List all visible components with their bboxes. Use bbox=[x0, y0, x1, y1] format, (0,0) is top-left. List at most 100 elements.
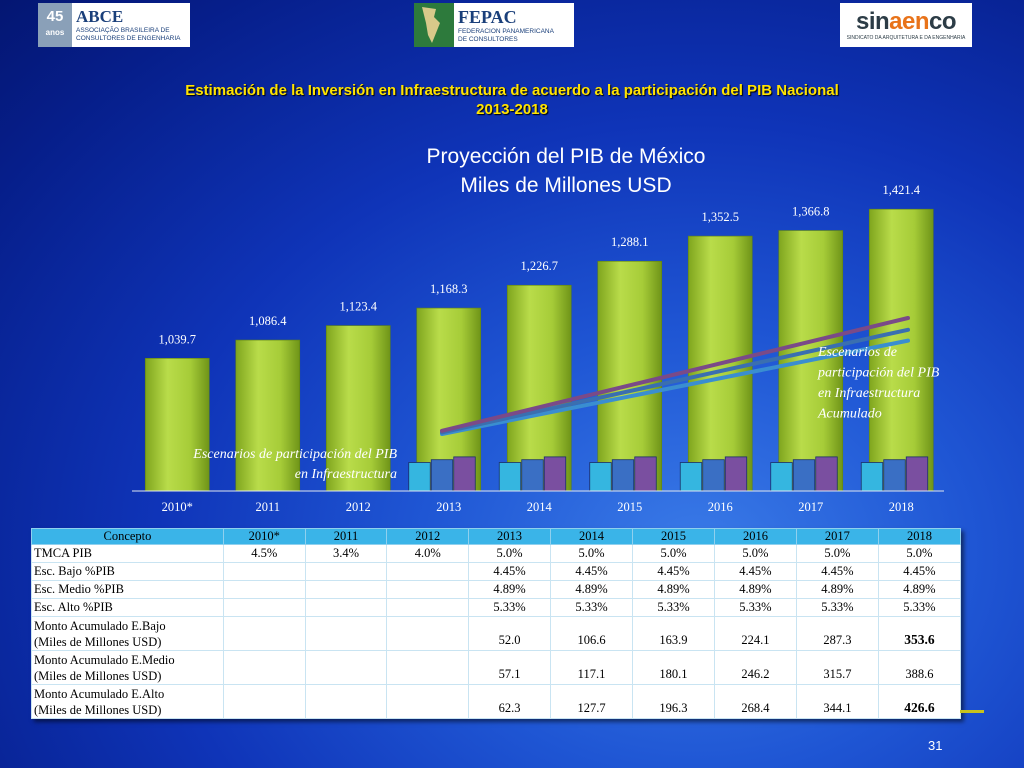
scenario-bar-2015-1 bbox=[611, 459, 635, 492]
table-cell: 5.0% bbox=[877, 544, 962, 563]
table-cell: 246.2 bbox=[713, 650, 797, 685]
row-label: Monto Acumulado E.Bajo (Miles de Millones… bbox=[31, 616, 224, 651]
table-header-7: 2016 bbox=[713, 528, 797, 545]
table-cell: 224.1 bbox=[713, 616, 797, 651]
table-cell bbox=[304, 562, 388, 581]
table-cell: 5.33% bbox=[795, 598, 879, 617]
table-cell bbox=[304, 580, 388, 599]
value-label-2017: 1,366.8 bbox=[792, 205, 830, 219]
table-cell: 52.0 bbox=[468, 616, 552, 651]
table-cell-empty bbox=[222, 616, 306, 651]
scenario-bar-2017-2 bbox=[815, 456, 838, 492]
row-label: Monto Acumulado E.Alto (Miles de Millones… bbox=[31, 684, 224, 719]
sinaenco-sub: SINDICATO DA ARQUITETURA E DA ENGENHARIA bbox=[846, 35, 966, 41]
annotation-right-line: participación del PIB bbox=[817, 366, 940, 381]
table-cell: 4.45% bbox=[632, 562, 715, 581]
scenario-bar-2017-0 bbox=[770, 462, 793, 492]
slide-title-line2: 2013-2018 bbox=[476, 101, 548, 118]
table-cell: 5.0% bbox=[713, 544, 797, 563]
table-header-8: 2017 bbox=[795, 528, 879, 545]
value-label-2010*: 1,039.7 bbox=[159, 332, 197, 346]
table-row-monto: Monto Acumulado E.Alto (Miles de Millones… bbox=[31, 684, 962, 719]
table-cell bbox=[222, 580, 306, 599]
sinaenco-logo: sinaenco SINDICATO DA ARQUITETURA E DA E… bbox=[840, 3, 972, 47]
scenario-bar-2017-1 bbox=[792, 459, 816, 492]
scenario-bar-2014-2 bbox=[543, 456, 567, 492]
sinaenco-name: sinaenco bbox=[856, 9, 957, 35]
decorative-line bbox=[960, 710, 984, 713]
value-label-2012: 1,123.4 bbox=[340, 300, 378, 314]
abce-name: ABCE bbox=[76, 7, 124, 26]
table-cell: 5.33% bbox=[550, 598, 633, 617]
table-cell bbox=[222, 598, 306, 617]
x-tick-2012: 2012 bbox=[346, 500, 371, 514]
table-header-3: 2012 bbox=[386, 528, 470, 545]
table-cell bbox=[304, 598, 388, 617]
table-header-1: 2010* bbox=[222, 528, 306, 545]
fepac-logo: FEPAC FEDERACION PANAMERICANA DE CONSULT… bbox=[414, 3, 574, 47]
abce-logo: 45 anos ABCE ASSOCIAÇÃO BRASILEIRA DE CO… bbox=[38, 3, 190, 47]
row-label-line2: (Miles de Millones USD) bbox=[34, 702, 162, 717]
value-label-2016: 1,352.5 bbox=[702, 210, 740, 224]
annotation-right-line: en Infraestructura bbox=[818, 386, 920, 401]
abce-mark-sub: anos bbox=[45, 28, 65, 37]
table-cell: 4.45% bbox=[713, 562, 797, 581]
value-label-2013: 1,168.3 bbox=[430, 282, 468, 296]
scenario-bar-2015-2 bbox=[634, 456, 657, 492]
table-cell: 5.0% bbox=[550, 544, 633, 563]
scenario-bar-2014-1 bbox=[521, 459, 544, 492]
scenario-bar-2013-2 bbox=[453, 456, 476, 492]
table-cell bbox=[386, 562, 470, 581]
pib-bar-2012 bbox=[325, 325, 391, 492]
cumulative-line-2 bbox=[440, 316, 910, 433]
table-cell bbox=[386, 580, 470, 599]
pib-bar-2011 bbox=[235, 339, 301, 492]
table-cell: 268.4 bbox=[713, 684, 797, 719]
table-cell: 3.4% bbox=[304, 544, 388, 563]
row-label-line1: Monto Acumulado E.Alto bbox=[34, 686, 165, 701]
table-cell-empty bbox=[222, 650, 306, 685]
scenario-bar-2018-0 bbox=[860, 462, 884, 492]
annotation-left-line: en Infraestructura bbox=[295, 467, 397, 482]
table-cell: 5.0% bbox=[795, 544, 879, 563]
table-cell: 5.33% bbox=[632, 598, 715, 617]
table-header-9: 2018 bbox=[877, 528, 962, 545]
scenario-bar-2018-1 bbox=[883, 459, 906, 492]
table-cell: 5.33% bbox=[713, 598, 797, 617]
table-cell-empty bbox=[304, 616, 388, 651]
scenario-bar-2016-0 bbox=[679, 462, 703, 492]
annotation-left-line: Escenarios de participación del PIB bbox=[192, 447, 397, 462]
table-cell: 4.45% bbox=[468, 562, 552, 581]
row-label-line2: (Miles de Millones USD) bbox=[34, 634, 162, 649]
table-cell: 4.45% bbox=[795, 562, 879, 581]
row-label: Esc. Alto %PIB bbox=[31, 598, 224, 617]
table-header-4: 2013 bbox=[468, 528, 552, 545]
row-label-line1: Monto Acumulado E.Bajo bbox=[34, 618, 166, 633]
table-cell: 57.1 bbox=[468, 650, 552, 685]
value-label-2011: 1,086.4 bbox=[249, 314, 287, 328]
value-label-2014: 1,226.7 bbox=[521, 259, 559, 273]
table-header-6: 2015 bbox=[632, 528, 715, 545]
table-cell bbox=[222, 562, 306, 581]
table-cell: 5.0% bbox=[632, 544, 715, 563]
table-cell-empty bbox=[304, 650, 388, 685]
table-cell: 4.5% bbox=[222, 544, 306, 563]
table-cell: 62.3 bbox=[468, 684, 552, 719]
table-cell: 4.0% bbox=[386, 544, 470, 563]
row-label: Esc. Medio %PIB bbox=[31, 580, 224, 599]
table-row-monto: Monto Acumulado E.Bajo (Miles de Millones… bbox=[31, 616, 962, 651]
value-label-2015: 1,288.1 bbox=[611, 235, 649, 249]
abce-mark-number: 45 bbox=[46, 8, 64, 25]
table-cell-empty bbox=[386, 616, 470, 651]
scenario-bar-2016-1 bbox=[702, 459, 725, 492]
fepac-map-icon bbox=[414, 3, 454, 47]
pib-bar-2018 bbox=[868, 208, 934, 492]
table-cell: 163.9 bbox=[632, 616, 715, 651]
table-cell: 4.89% bbox=[795, 580, 879, 599]
table-row: TMCA PIB 4.5% 3.4% 4.0% 5.0% 5.0% 5.0% 5.0% 5.0%… bbox=[31, 544, 962, 563]
annotation-right-line: Escenarios de bbox=[817, 345, 897, 360]
table-cell: 4.89% bbox=[632, 580, 715, 599]
x-tick-2010*: 2010* bbox=[162, 500, 193, 514]
table-cell-empty bbox=[386, 684, 470, 719]
x-tick-2016: 2016 bbox=[708, 500, 733, 514]
